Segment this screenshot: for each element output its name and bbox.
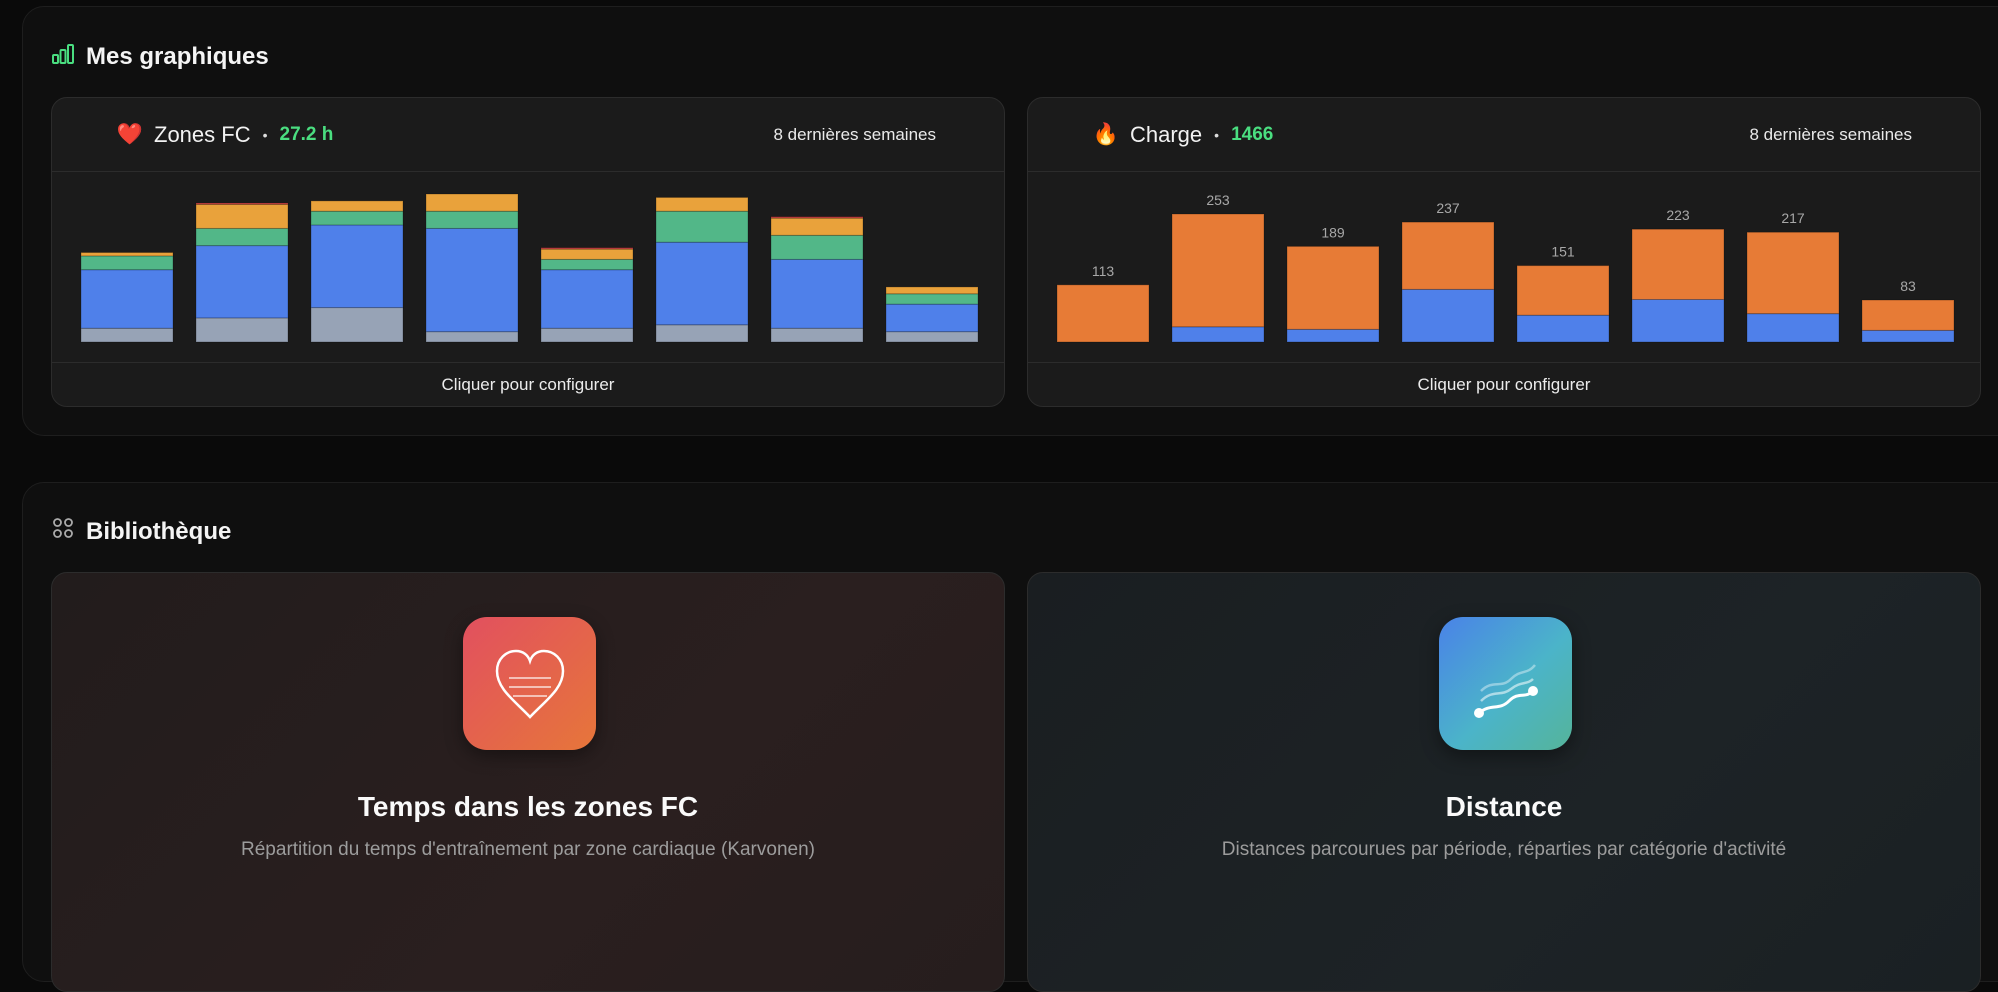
bar-segment bbox=[425, 227, 519, 333]
bar-segment bbox=[1286, 245, 1380, 330]
bar-segment bbox=[195, 317, 289, 343]
bar-segment bbox=[1286, 328, 1380, 343]
bar-segment bbox=[425, 210, 519, 229]
bar-value-label: 83 bbox=[1900, 278, 1916, 294]
section-title: Bibliothèque bbox=[86, 517, 232, 545]
bar-segment bbox=[425, 193, 519, 212]
bar-segment bbox=[80, 327, 174, 343]
chart-summary: 1466 bbox=[1231, 123, 1274, 145]
bar-segment bbox=[425, 331, 519, 343]
bar-segment bbox=[885, 303, 979, 333]
bar-segment bbox=[655, 241, 749, 326]
bar-segment bbox=[195, 227, 289, 247]
separator-dot: • bbox=[1214, 126, 1220, 143]
heart-icon: ❤️ bbox=[116, 122, 144, 146]
distance-route-icon bbox=[1439, 617, 1572, 750]
bar-segment bbox=[1056, 284, 1150, 343]
bar-segment bbox=[885, 286, 979, 295]
bar-segment bbox=[1861, 299, 1955, 331]
configure-button[interactable]: Cliquer pour configurer bbox=[52, 362, 1004, 406]
bar-segment bbox=[1516, 314, 1610, 343]
bar-value-label: 223 bbox=[1666, 207, 1690, 223]
bar-segment bbox=[655, 196, 749, 212]
bar-segment bbox=[770, 327, 864, 343]
library-card-distance[interactable]: Distance Distances parcourues par périod… bbox=[1027, 572, 1981, 992]
bar-value-label: 151 bbox=[1551, 244, 1575, 260]
bar-segment bbox=[770, 217, 864, 236]
bar-segment bbox=[80, 252, 174, 257]
bar-segment bbox=[540, 327, 634, 343]
bar-segment bbox=[540, 269, 634, 329]
grid-icon bbox=[52, 517, 74, 546]
bar-segment bbox=[885, 331, 979, 343]
fire-icon: 🔥 bbox=[1092, 122, 1120, 146]
chart-card-hr-zones[interactable]: ❤️ Zones FC • 27.2 h 8 dernières semaine… bbox=[51, 97, 1005, 407]
library-card-hr-zones[interactable]: Temps dans les zones FC Répartition du t… bbox=[51, 572, 1005, 992]
bar-segment bbox=[195, 203, 289, 229]
library-card-description: Répartition du temps d'entraînement par … bbox=[241, 839, 815, 860]
bar-segment bbox=[1401, 221, 1495, 290]
bar-segment bbox=[310, 210, 404, 226]
bar-segment bbox=[1631, 228, 1725, 301]
library-card-title: Temps dans les zones FC bbox=[357, 791, 699, 822]
bar-segment bbox=[770, 258, 864, 329]
library-card-title: Distance bbox=[1445, 791, 1563, 822]
bar-value-label: 113 bbox=[1092, 263, 1115, 279]
bar-chart-icon bbox=[52, 43, 74, 71]
section-title: Mes graphiques bbox=[86, 43, 269, 70]
library-card-description: Distances parcourues par période, répart… bbox=[1221, 839, 1787, 860]
chart-range: 8 dernières semaines bbox=[1749, 124, 1912, 144]
bar-segment bbox=[1401, 288, 1495, 343]
bar-segment bbox=[80, 255, 174, 271]
bar-segment bbox=[310, 200, 404, 212]
my-charts-header: Mes graphiques bbox=[52, 43, 269, 71]
bar-segment bbox=[310, 307, 404, 343]
separator-dot: • bbox=[262, 126, 268, 143]
bar-segment bbox=[540, 248, 634, 260]
bar-segment bbox=[770, 216, 864, 219]
chart-card-header: 🔥 Charge • 1466 8 dernières semaines bbox=[1028, 98, 1980, 172]
heart-zones-icon bbox=[463, 617, 596, 750]
bar-segment bbox=[1171, 326, 1265, 343]
bar-segment bbox=[1746, 231, 1840, 315]
bar-segment bbox=[770, 234, 864, 260]
chart-card-header: ❤️ Zones FC • 27.2 h 8 dernières semaine… bbox=[52, 98, 1004, 172]
library-header: Bibliothèque bbox=[52, 517, 231, 546]
chart-range: 8 dernières semaines bbox=[773, 124, 936, 144]
bar-segment bbox=[1516, 265, 1610, 316]
bar-value-label: 237 bbox=[1436, 200, 1460, 216]
library-panel: Bibliothèque Temps dans les zones FC Rép… bbox=[22, 482, 1998, 992]
bar-segment bbox=[885, 293, 979, 305]
bar-segment bbox=[1861, 329, 1955, 343]
bar-segment bbox=[655, 324, 749, 343]
bar-segment bbox=[195, 245, 289, 319]
bar-value-label: 253 bbox=[1206, 192, 1230, 208]
bar-segment bbox=[1746, 313, 1840, 343]
bar-segment bbox=[1171, 213, 1265, 328]
bar-segment bbox=[195, 202, 289, 205]
chart-card-load[interactable]: 🔥 Charge • 1466 8 dernières semaines 113… bbox=[1027, 97, 1981, 407]
chart-summary: 27.2 h bbox=[279, 123, 334, 145]
load-chart: 113 253 189 237 151 223 217 83 bbox=[1028, 172, 1980, 362]
bar-value-label: 217 bbox=[1781, 210, 1805, 226]
bar-segment bbox=[540, 247, 634, 250]
bar-segment bbox=[1631, 299, 1725, 343]
bar-value-label: 189 bbox=[1321, 224, 1345, 240]
my-charts-panel: Mes graphiques ❤️ Zones FC • 27.2 h 8 de… bbox=[22, 6, 1998, 436]
chart-title: Zones FC bbox=[154, 121, 251, 147]
bar-segment bbox=[655, 210, 749, 243]
hr-zones-chart bbox=[52, 172, 1004, 362]
bar-segment bbox=[540, 258, 634, 271]
chart-title: Charge bbox=[1130, 121, 1203, 147]
configure-button[interactable]: Cliquer pour configurer bbox=[1028, 362, 1980, 406]
bar-segment bbox=[80, 269, 174, 329]
bar-segment bbox=[310, 224, 404, 309]
